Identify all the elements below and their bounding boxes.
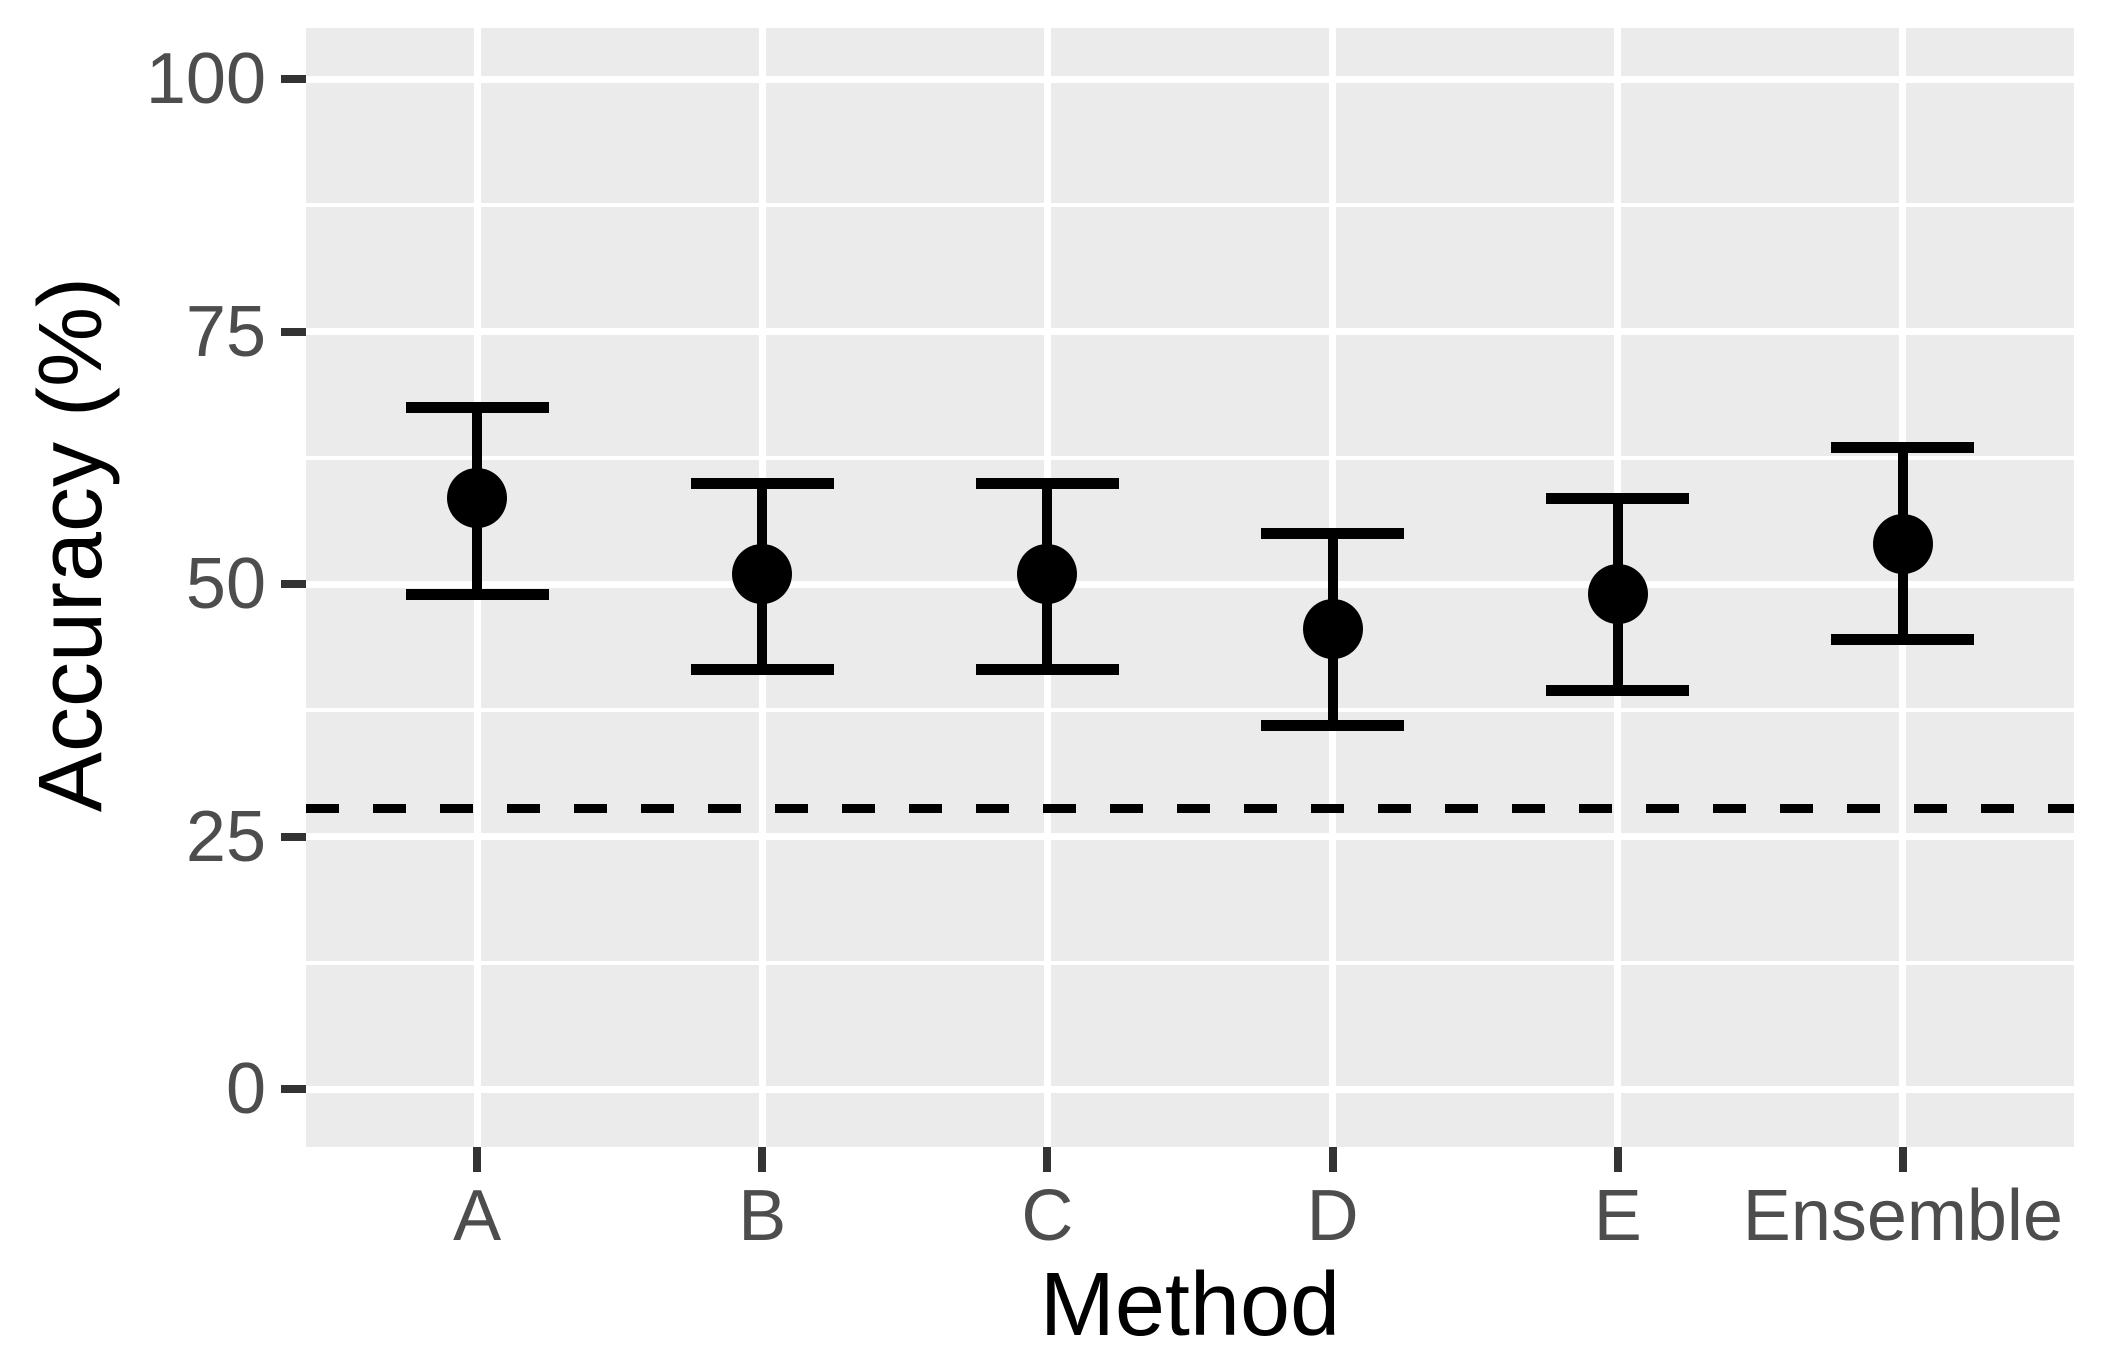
y-tick-mark: [281, 75, 306, 83]
gridline-minor-horizontal: [306, 455, 2074, 460]
x-tick-label-C: C: [1021, 1176, 1074, 1256]
errorbar-cap-bottom-D: [1261, 719, 1405, 731]
errorbar-cap-bottom-B: [690, 664, 834, 676]
x-axis-title: Method: [1039, 1255, 1341, 1355]
errorbar-cap-top-E: [1546, 492, 1690, 504]
y-tick-mark: [281, 327, 306, 336]
errorbar-cap-top-D: [1261, 528, 1405, 539]
y-tick-mark: [281, 832, 306, 841]
x-tick-mark: [473, 1147, 482, 1172]
gridline-major-horizontal: [306, 580, 2074, 588]
data-point-D: [1302, 599, 1363, 660]
y-tick-label: 50: [185, 544, 266, 624]
y-tick-mark: [281, 580, 306, 588]
gridline-minor-horizontal: [306, 708, 2074, 713]
y-tick-label: 0: [225, 1049, 266, 1129]
x-tick-label-Ensemble: Ensemble: [1742, 1176, 2063, 1256]
y-tick-label: 75: [185, 291, 266, 372]
gridline-major-horizontal: [306, 328, 2074, 335]
data-point-A: [447, 468, 508, 529]
gridline-minor-horizontal: [306, 960, 2074, 965]
errorbar-cap-bottom-C: [975, 664, 1119, 676]
gridline-major-horizontal: [306, 1085, 2074, 1093]
gridline-major-horizontal: [306, 75, 2074, 83]
dashed-reference-line: [306, 803, 2074, 813]
x-tick-mark: [1328, 1147, 1337, 1172]
errorbar-cap-top-Ensemble: [1831, 442, 1975, 454]
x-tick-mark: [758, 1147, 767, 1172]
errorbar-cap-bottom-E: [1546, 684, 1690, 696]
x-tick-label-E: E: [1593, 1176, 1642, 1256]
y-axis-title-container: Accuracy (%): [21, 0, 121, 1090]
x-tick-label-D: D: [1306, 1176, 1359, 1256]
errorbar-cap-top-C: [975, 477, 1119, 489]
y-tick-label: 25: [185, 796, 266, 877]
y-axis-title: Accuracy (%): [21, 277, 121, 813]
plot-panel: [306, 28, 2074, 1147]
errorbar-cap-top-A: [405, 401, 549, 413]
gridline-minor-horizontal: [306, 203, 2074, 208]
data-point-E: [1587, 564, 1648, 625]
x-tick-mark: [1043, 1147, 1052, 1172]
errorbar-cap-bottom-A: [405, 588, 549, 600]
x-tick-mark: [1613, 1147, 1622, 1172]
y-tick-mark: [281, 1085, 306, 1093]
y-tick-label: 100: [145, 39, 266, 119]
data-point-C: [1017, 543, 1078, 604]
gridline-major-horizontal: [306, 833, 2074, 840]
data-point-B: [732, 543, 793, 604]
data-point-Ensemble: [1872, 513, 1933, 574]
x-tick-label-B: B: [738, 1176, 787, 1256]
x-tick-label-A: A: [453, 1176, 502, 1256]
x-tick-mark: [1898, 1147, 1907, 1172]
errorbar-cap-top-B: [690, 477, 834, 489]
errorbar-cap-bottom-Ensemble: [1831, 634, 1975, 646]
